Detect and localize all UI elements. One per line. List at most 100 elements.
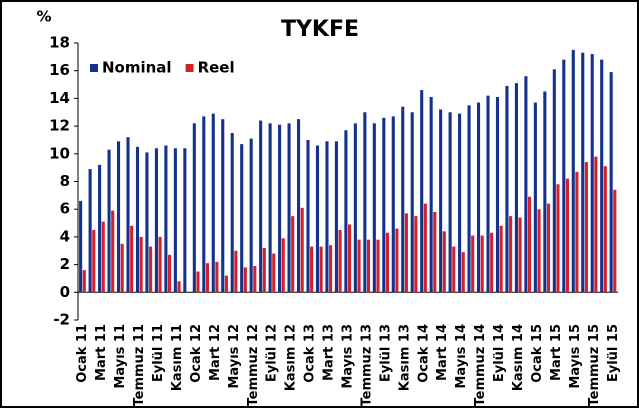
x-tick-label: Mayıs 13 — [341, 324, 356, 389]
bar — [401, 106, 405, 293]
bar — [518, 217, 522, 293]
x-tick-label: Ocak 14 — [416, 324, 431, 383]
bar — [259, 120, 263, 293]
bar — [385, 232, 389, 293]
bar — [571, 49, 575, 293]
bar — [116, 141, 121, 293]
bar — [92, 229, 96, 293]
bar — [230, 133, 234, 293]
bar — [524, 76, 528, 293]
bar — [98, 164, 102, 293]
bar — [310, 246, 314, 293]
bar — [319, 246, 323, 293]
bar — [476, 102, 481, 293]
legend-swatch — [185, 64, 194, 72]
bar — [120, 243, 124, 293]
bar — [429, 97, 433, 293]
bar — [372, 123, 376, 293]
bar — [420, 90, 424, 293]
bar — [391, 116, 395, 293]
bar — [442, 231, 446, 293]
bar — [234, 250, 238, 293]
bar — [552, 69, 556, 293]
bar — [533, 102, 537, 293]
x-tick-label: Mayıs 14 — [454, 324, 469, 389]
bar — [609, 72, 613, 293]
x-tick-label: Mayıs 12 — [227, 324, 242, 389]
bar — [243, 267, 247, 293]
x-tick-label: Temmuz 12 — [246, 324, 261, 407]
chart-title: TYKFE — [281, 17, 359, 42]
bar — [240, 144, 244, 293]
bar — [315, 145, 320, 293]
x-tick-label: Mart 14 — [435, 324, 450, 381]
bar — [581, 52, 585, 293]
bar — [452, 246, 456, 293]
bar — [262, 247, 266, 293]
bar — [272, 253, 276, 293]
bar — [490, 232, 494, 293]
bar — [543, 91, 547, 293]
bar — [325, 141, 329, 293]
bar — [126, 137, 130, 293]
bar — [101, 221, 105, 293]
bar — [130, 225, 134, 293]
y-tick-label: 2 — [60, 255, 70, 273]
bar — [357, 239, 361, 293]
bar — [376, 239, 380, 293]
bar — [196, 271, 200, 293]
x-tick-label: Kasım 14 — [511, 324, 526, 391]
bar — [164, 145, 168, 293]
bar — [439, 109, 443, 293]
bar — [382, 117, 386, 293]
y-tick-label: 16 — [49, 61, 70, 79]
bar — [471, 235, 475, 293]
bar — [338, 229, 342, 293]
bar — [590, 54, 594, 293]
x-tick-label: Ocak 12 — [189, 324, 204, 383]
bar — [486, 95, 490, 293]
bar — [107, 149, 111, 293]
y-tick-label: 14 — [49, 89, 70, 107]
x-tick-label: Eylül 11 — [151, 324, 166, 382]
bar — [192, 123, 196, 293]
y-tick-label: 4 — [60, 227, 70, 245]
x-tick-label: Temmuz 13 — [359, 324, 374, 407]
bar — [410, 112, 414, 293]
bar — [281, 238, 285, 293]
bar — [154, 148, 158, 293]
y-axis-label: % — [36, 8, 51, 26]
bar — [433, 211, 437, 293]
bar — [575, 171, 579, 293]
legend-swatch — [90, 64, 98, 72]
x-tick-label: Mart 12 — [208, 324, 223, 381]
bar — [173, 148, 177, 293]
y-tick-label: 0 — [60, 283, 70, 301]
bar — [505, 85, 509, 293]
x-tick-label: Kasım 13 — [397, 324, 412, 391]
x-tick-label: Ocak 11 — [75, 324, 90, 383]
bar — [448, 112, 452, 293]
y-tick-label: 18 — [49, 34, 70, 52]
x-tick-label: Ocak 13 — [303, 324, 318, 383]
bar — [594, 156, 598, 293]
bar — [306, 139, 310, 293]
x-tick-label: Ocak 15 — [530, 324, 545, 383]
x-tick-label: Mart 15 — [549, 324, 564, 381]
legend-label: Reel — [198, 59, 235, 77]
x-tick-label: Mayıs 11 — [113, 324, 128, 389]
x-tick-label: Eylül 15 — [606, 324, 621, 382]
bar — [458, 113, 462, 293]
bar — [613, 189, 617, 293]
bar — [296, 119, 301, 293]
bar — [221, 119, 225, 293]
x-tick-label: Kasım 11 — [170, 324, 185, 391]
y-tick-label: 10 — [49, 144, 70, 162]
bar — [603, 166, 607, 293]
bar — [177, 281, 181, 293]
x-tick-label: Temmuz 15 — [587, 324, 602, 407]
bar — [514, 83, 518, 293]
bar — [480, 235, 484, 293]
bar — [353, 123, 357, 293]
